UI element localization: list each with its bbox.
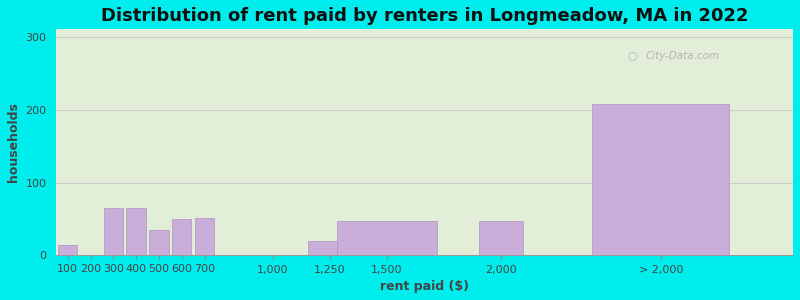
X-axis label: rent paid ($): rent paid ($) [380,280,470,293]
Bar [104,208,123,256]
Bar [592,104,729,256]
Text: ○: ○ [627,51,637,61]
Text: City-Data.com: City-Data.com [646,51,720,61]
Bar [308,241,352,256]
Bar [150,230,169,256]
Title: Distribution of rent paid by renters in Longmeadow, MA in 2022: Distribution of rent paid by renters in … [101,7,749,25]
Bar [172,219,191,256]
Bar [337,221,438,256]
Bar [58,244,78,256]
Bar [195,218,214,256]
Bar [479,221,522,256]
Y-axis label: households: households [7,102,20,182]
Bar [126,208,146,256]
